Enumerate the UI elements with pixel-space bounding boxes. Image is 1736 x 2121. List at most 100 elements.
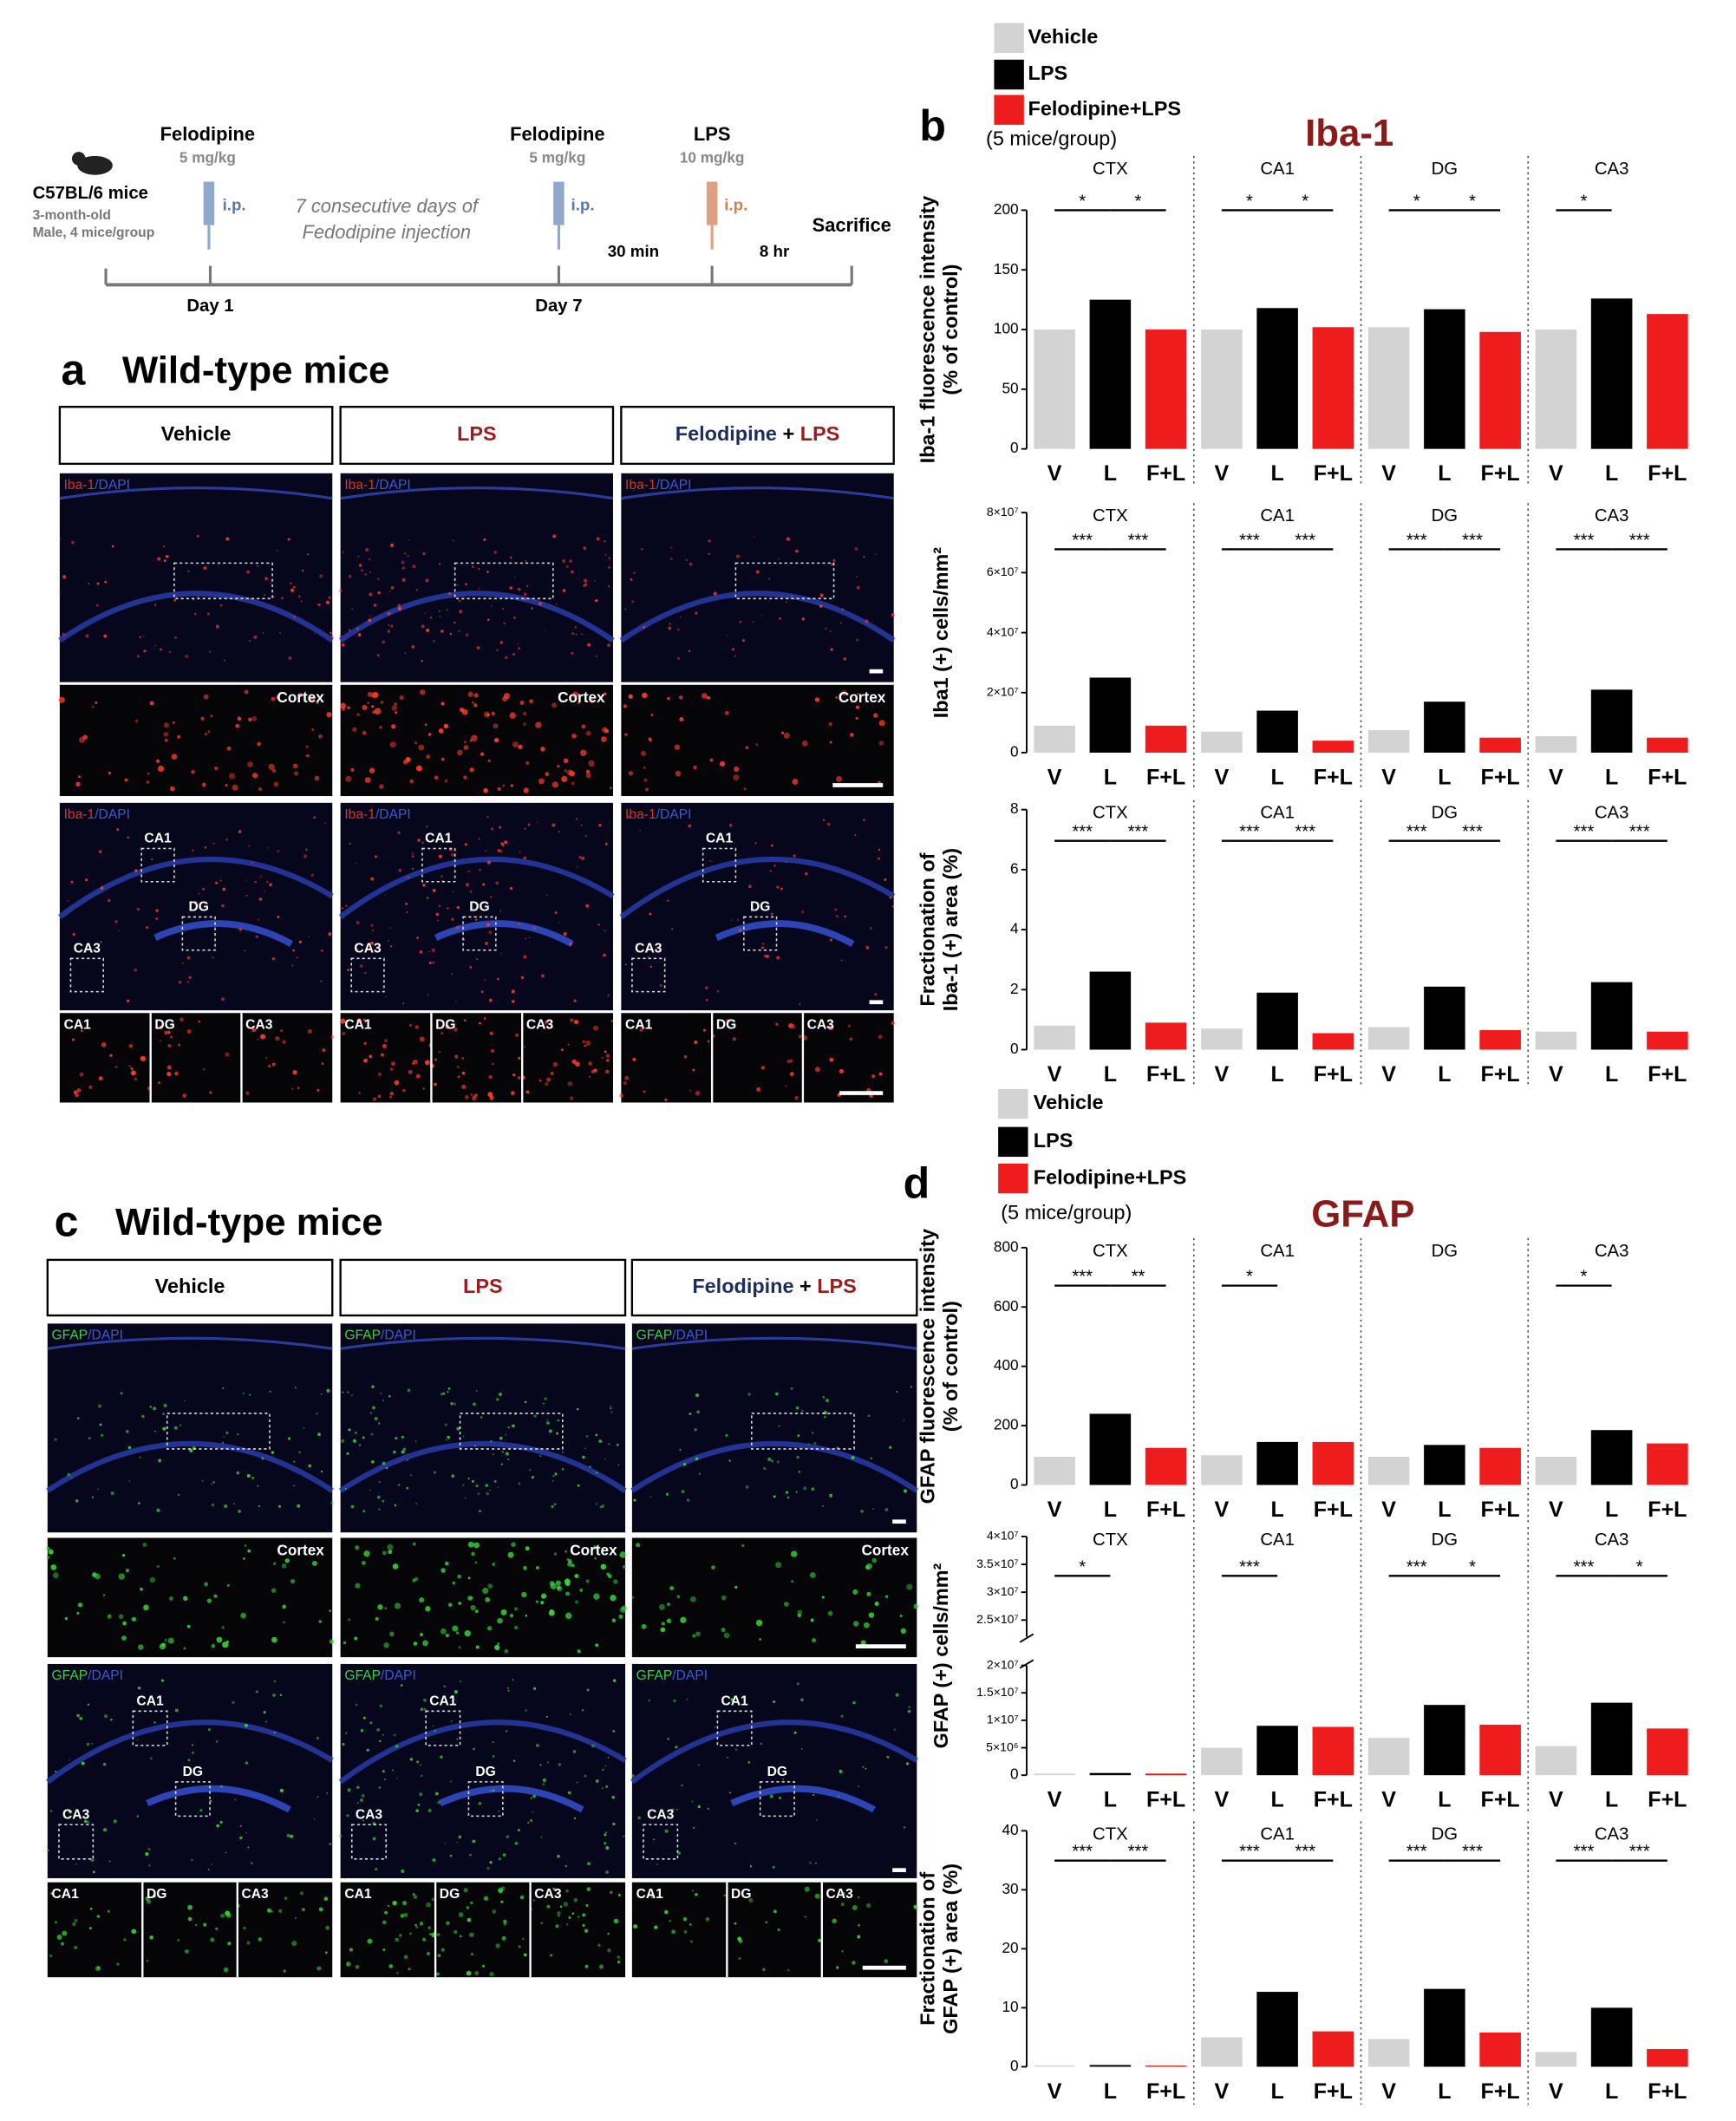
bar: [1089, 971, 1132, 1050]
signal-dot: [584, 1447, 586, 1450]
signal-dot: [506, 1687, 509, 1689]
significance-label: ***: [1295, 531, 1315, 550]
signal-dot: [308, 1464, 312, 1468]
signal-dot: [502, 845, 505, 847]
signal-dot: [346, 1452, 349, 1455]
y-tick-label: 2: [1010, 980, 1019, 997]
signal-dot: [540, 747, 545, 752]
signal-dot: [493, 551, 498, 554]
signal-dot: [127, 836, 129, 839]
signal-dot: [437, 1801, 441, 1804]
signal-dot: [440, 875, 443, 878]
signal-dot: [223, 659, 226, 662]
signal-dot: [242, 1392, 245, 1395]
signal-dot: [359, 964, 363, 968]
signal-dot: [548, 1429, 552, 1433]
signal-dot: [612, 1679, 617, 1682]
significance-label: *: [1469, 1557, 1476, 1576]
signal-dot: [382, 1733, 384, 1736]
signal-dot: [478, 838, 480, 840]
signal-dot: [137, 1686, 141, 1690]
signal-dot: [554, 1472, 558, 1476]
inset-label: CA3: [807, 1017, 835, 1032]
signal-dot: [569, 1096, 574, 1100]
signal-dot: [116, 828, 120, 832]
signal-dot: [389, 1067, 394, 1071]
signal-dot: [174, 1708, 179, 1713]
signal-dot: [495, 739, 498, 742]
signal-dot: [467, 1541, 474, 1548]
signal-dot: [464, 1497, 467, 1499]
inset-label: DG: [440, 1887, 460, 1902]
signal-dot: [542, 1783, 545, 1786]
signal-dot: [610, 1411, 613, 1413]
signal-dot: [469, 891, 473, 893]
signal-dot: [550, 1609, 553, 1613]
signal-dot: [785, 1085, 787, 1087]
signal-dot: [509, 712, 516, 719]
signal-dot: [293, 771, 299, 776]
signal-dot: [502, 784, 506, 787]
signal-dot: [437, 1954, 441, 1958]
signal-dot: [247, 761, 253, 767]
signal-dot: [497, 848, 501, 852]
bar: [1034, 1773, 1075, 1776]
signal-dot: [316, 701, 319, 705]
significance-label: ***: [1629, 1843, 1650, 1862]
signal-dot: [593, 1593, 600, 1600]
signal-dot: [826, 822, 831, 826]
region-label: Cortex: [570, 1542, 617, 1559]
signal-dot: [479, 1021, 481, 1025]
signal-dot: [378, 1508, 381, 1511]
signal-dot: [561, 775, 568, 782]
signal-dot: [786, 537, 790, 541]
signal-dot: [552, 1475, 555, 1478]
signal-dot: [601, 1504, 605, 1508]
signal-dot: [884, 878, 887, 881]
signal-dot: [389, 741, 396, 748]
bar: [1145, 1447, 1187, 1485]
signal-dot: [689, 1922, 692, 1926]
signal-dot: [170, 1035, 173, 1039]
signal-dot: [858, 1923, 860, 1927]
signal-dot: [499, 641, 503, 644]
signal-dot: [500, 1609, 507, 1615]
signal-dot: [770, 912, 773, 916]
signal-dot: [566, 1923, 569, 1926]
signal-dot: [489, 1489, 491, 1491]
signal-dot: [294, 1387, 297, 1389]
signal-dot: [582, 1040, 585, 1043]
region-label: CA1: [706, 832, 734, 846]
signal-dot: [627, 815, 630, 819]
bar-label: V: [1215, 1498, 1230, 1522]
signal-dot: [344, 1487, 347, 1490]
signal-dot: [896, 1390, 898, 1393]
signal-dot: [369, 1721, 373, 1725]
bar: [1590, 982, 1633, 1050]
group-label: CA1: [1260, 1824, 1295, 1844]
y-tick-label: 200: [994, 200, 1019, 218]
signal-dot: [298, 940, 303, 943]
signal-dot: [582, 1924, 585, 1927]
signal-dot: [411, 852, 414, 855]
signal-dot: [172, 721, 175, 725]
tissue-layer: [630, 1440, 919, 1493]
signal-dot: [171, 754, 178, 760]
signal-dot: [456, 1426, 460, 1431]
signal-dot: [610, 1595, 617, 1602]
signal-dot: [201, 1479, 204, 1482]
signal-dot: [604, 553, 607, 556]
signal-dot: [860, 1640, 866, 1646]
signal-dot: [419, 950, 423, 954]
signal-dot: [878, 720, 885, 727]
signal-dot: [153, 1720, 156, 1724]
bar-label: V: [1047, 2079, 1062, 2104]
signal-dot: [863, 819, 865, 821]
signal-dot: [390, 586, 395, 590]
micrograph: [621, 684, 894, 797]
signal-dot: [596, 1472, 598, 1474]
signal-dot: [602, 727, 608, 733]
signal-dot: [91, 1496, 95, 1498]
y-tick-label: 100: [994, 320, 1019, 337]
signal-dot: [779, 617, 781, 620]
